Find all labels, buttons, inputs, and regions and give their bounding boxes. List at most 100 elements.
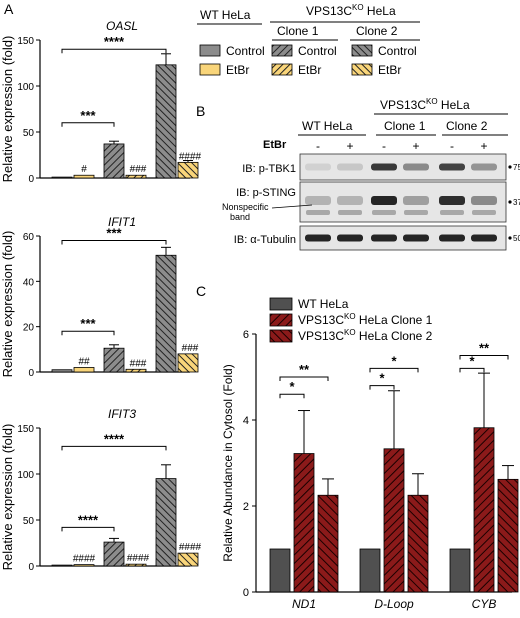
bar-label: ### <box>182 343 199 354</box>
bar <box>177 161 199 179</box>
significance-label: * <box>289 379 295 394</box>
y-tick-label: 40 <box>23 277 35 288</box>
bar <box>407 494 429 593</box>
legend-a-wt-title: WT HeLa <box>200 8 251 22</box>
blot-band <box>337 196 363 205</box>
blot-rows: IB: p-TBK1 75 IB: p-STING 37 IB: α-Tubulin 50 <box>234 153 520 251</box>
x-tick-label: ND1 <box>292 597 316 611</box>
bar-label: ### <box>130 164 147 175</box>
y-tick-label: 4 <box>243 415 249 427</box>
blot-band <box>403 196 429 205</box>
bar <box>359 548 381 593</box>
blot-ko-sup: KO <box>426 97 438 106</box>
lane-sign: - <box>382 139 386 153</box>
y-tick-label: 150 <box>17 36 34 47</box>
bar-label: #### <box>179 151 202 162</box>
legend-prefix: VPS13C <box>298 313 344 327</box>
marker-dot <box>508 236 512 240</box>
panel-label-c: C <box>196 283 206 299</box>
blot-ko-prefix: VPS13C <box>380 98 426 112</box>
legend-a-clone2-title: Clone 2 <box>356 24 398 38</box>
significance-bracket <box>279 376 329 381</box>
legend-swatch <box>269 297 293 311</box>
bar-label: ## <box>78 356 90 367</box>
legend-a-label-c2-control: Control <box>378 44 417 58</box>
blot-nonspecific-band <box>404 210 428 215</box>
significance-bracket <box>459 355 509 360</box>
blot-ko-title: VPS13CKO HeLa <box>380 97 470 112</box>
legend-entry: VPS13CKO HeLa Clone 2 <box>298 328 433 343</box>
legend-prefix: VPS13C <box>298 329 344 343</box>
y-tick-label: 150 <box>17 424 34 435</box>
legend-swatch <box>269 313 293 327</box>
bar <box>473 427 495 593</box>
blot-nonspecific-pointer <box>271 204 313 209</box>
chart-title: IFIT1 <box>108 215 136 229</box>
legend-a: WT HeLa VPS13CKO HeLa Clone 1 Clone 2 Co… <box>197 3 420 77</box>
legend-a-ko-prefix: VPS13C <box>306 4 352 18</box>
chart-title: IFIT3 <box>108 407 136 421</box>
blot-nonspecific-band <box>306 210 330 215</box>
bar <box>103 143 125 179</box>
legend-a-ko-title: VPS13CKO HeLa <box>306 3 396 18</box>
blot-nonspecific-band <box>338 210 362 215</box>
bar <box>103 347 125 373</box>
bar <box>317 494 339 593</box>
bar <box>73 564 95 567</box>
blot-band <box>439 234 465 242</box>
y-tick-label: 0 <box>243 587 249 599</box>
marker-label: 75 <box>513 163 520 172</box>
lane-sign: + <box>480 139 487 153</box>
blot-band <box>403 234 429 242</box>
y-axis-label: Relative expression (fold) <box>0 424 15 571</box>
x-tick-label: CYB <box>472 597 497 611</box>
legend-sup: KO <box>344 312 356 321</box>
blot-etbr-label: EtBr <box>263 139 287 151</box>
bar <box>293 453 315 593</box>
bar <box>155 254 177 373</box>
legend-a-label-wt-control: Control <box>226 44 265 58</box>
blot-row-label: IB: p-STING <box>236 187 296 199</box>
bar <box>125 563 147 567</box>
bar-label: #### <box>127 553 150 564</box>
marker-label: 50 <box>513 234 520 243</box>
legend-a-swatch-c2-control <box>351 44 373 57</box>
legend-a-ko-sup: KO <box>352 3 364 12</box>
y-axis-label: Relative expression (fold) <box>0 36 15 183</box>
significance-bracket <box>459 367 485 373</box>
chart-ifit1: IFIT1 Relative expression (fold) 0 20 40 60 ##… <box>0 215 199 379</box>
legend-a-ko-suffix: HeLa <box>364 4 396 18</box>
blot-nonspecific-band <box>372 210 396 215</box>
marker-dot <box>508 165 512 169</box>
bar <box>51 564 73 567</box>
y-tick-label: 50 <box>23 128 35 139</box>
significance-label: * <box>391 353 397 368</box>
legend-a-swatch-c1-etbr <box>271 63 293 76</box>
chart-title: OASL <box>106 19 138 33</box>
blot-band <box>439 163 465 171</box>
significance-label: *** <box>80 108 96 123</box>
legend-entry: VPS13CKO HeLa Clone 1 <box>298 312 433 327</box>
blot-band <box>305 163 331 171</box>
blot-row-label: IB: p-TBK1 <box>242 163 296 175</box>
legend-entry: WT HeLa <box>298 297 349 311</box>
western-blot: VPS13CKO HeLa WT HeLa Clone 1 Clone 2 Et… <box>222 97 520 251</box>
legend-a-swatch-wt-control <box>199 44 221 57</box>
panel-label-b: B <box>196 103 205 119</box>
blot-band <box>371 234 397 242</box>
lane-sign: - <box>450 139 454 153</box>
significance-label: **** <box>104 431 125 446</box>
y-tick-label: 0 <box>28 368 34 379</box>
bar <box>383 448 405 593</box>
legend-a-label-c1-etbr: EtBr <box>298 63 321 77</box>
bar-label: #### <box>179 542 202 553</box>
bar <box>125 174 147 179</box>
marker-label: 37 <box>513 198 520 207</box>
y-axis-label: Relative Abundance in Cytosol (Fold) <box>221 364 235 561</box>
significance-bracket <box>61 330 115 336</box>
significance-label: *** <box>80 316 96 331</box>
bar <box>73 367 95 373</box>
blot-clone1-title: Clone 1 <box>384 119 426 133</box>
y-tick-label: 0 <box>28 562 34 573</box>
